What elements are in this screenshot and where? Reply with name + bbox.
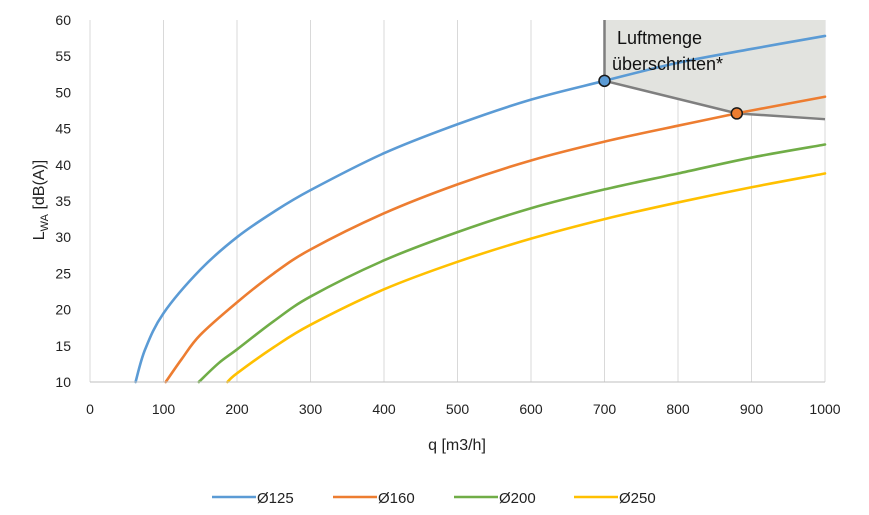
- y-tick-label-6: 40: [55, 157, 71, 173]
- y-tick-label-2: 20: [55, 302, 71, 318]
- x-tick-label-1: 100: [152, 401, 176, 417]
- x-tick-label-6: 600: [519, 401, 543, 417]
- legend-label-0: Ø125: [257, 490, 294, 507]
- y-tick-label-4: 30: [55, 229, 71, 245]
- y-tick-label-8: 50: [55, 84, 71, 100]
- limit-marker-0: [598, 74, 611, 88]
- y-tick-label-0: 10: [55, 374, 71, 390]
- series-layer: [134, 34, 827, 384]
- x-tick-label-3: 300: [299, 401, 323, 417]
- limit-region-border: [603, 20, 826, 121]
- limit-marker-1: [730, 107, 744, 120]
- legend: Ø125 Ø160 Ø200 Ø250: [212, 490, 656, 507]
- limit-label-line2: überschritten*: [612, 54, 723, 74]
- y-axis-title: LWA [dB(A)]: [31, 160, 51, 240]
- y-tick-label-10: 60: [55, 12, 71, 28]
- marker-layer: [598, 74, 744, 120]
- legend-label-2: Ø200: [499, 490, 536, 507]
- y-tick-label-7: 45: [55, 121, 71, 137]
- y-axis-title-sub: WA: [39, 213, 51, 231]
- x-tick-label-2: 200: [225, 401, 249, 417]
- x-tick-label-8: 800: [666, 401, 690, 417]
- series-line-3: [226, 172, 827, 384]
- limit-label-line1: Luftmenge: [617, 28, 702, 48]
- axis-layer: 0 100 200 300 400 500 600 700 800 900 1000 10 15 20 25…: [55, 12, 840, 417]
- series-line-1: [164, 95, 827, 384]
- x-tick-label-10: 1000: [809, 401, 840, 417]
- x-tick-label-0: 0: [86, 401, 94, 417]
- x-tick-label-4: 400: [372, 401, 396, 417]
- legend-label-1: Ø160: [378, 490, 415, 507]
- y-axis-title-rest: [dB(A)]: [31, 160, 48, 214]
- x-tick-label-9: 900: [740, 401, 764, 417]
- y-axis-title-main: L: [31, 231, 48, 240]
- series-line-0: [134, 34, 827, 384]
- y-tick-label-9: 55: [55, 48, 71, 64]
- x-tick-label-7: 700: [593, 401, 617, 417]
- y-tick-label-3: 25: [55, 265, 71, 281]
- y-tick-label-1: 15: [55, 338, 71, 354]
- x-tick-label-5: 500: [446, 401, 470, 417]
- x-axis-title: q [m3/h]: [428, 437, 486, 454]
- y-tick-label-5: 35: [55, 193, 71, 209]
- legend-label-3: Ø250: [619, 490, 656, 507]
- series-line-2: [197, 143, 827, 384]
